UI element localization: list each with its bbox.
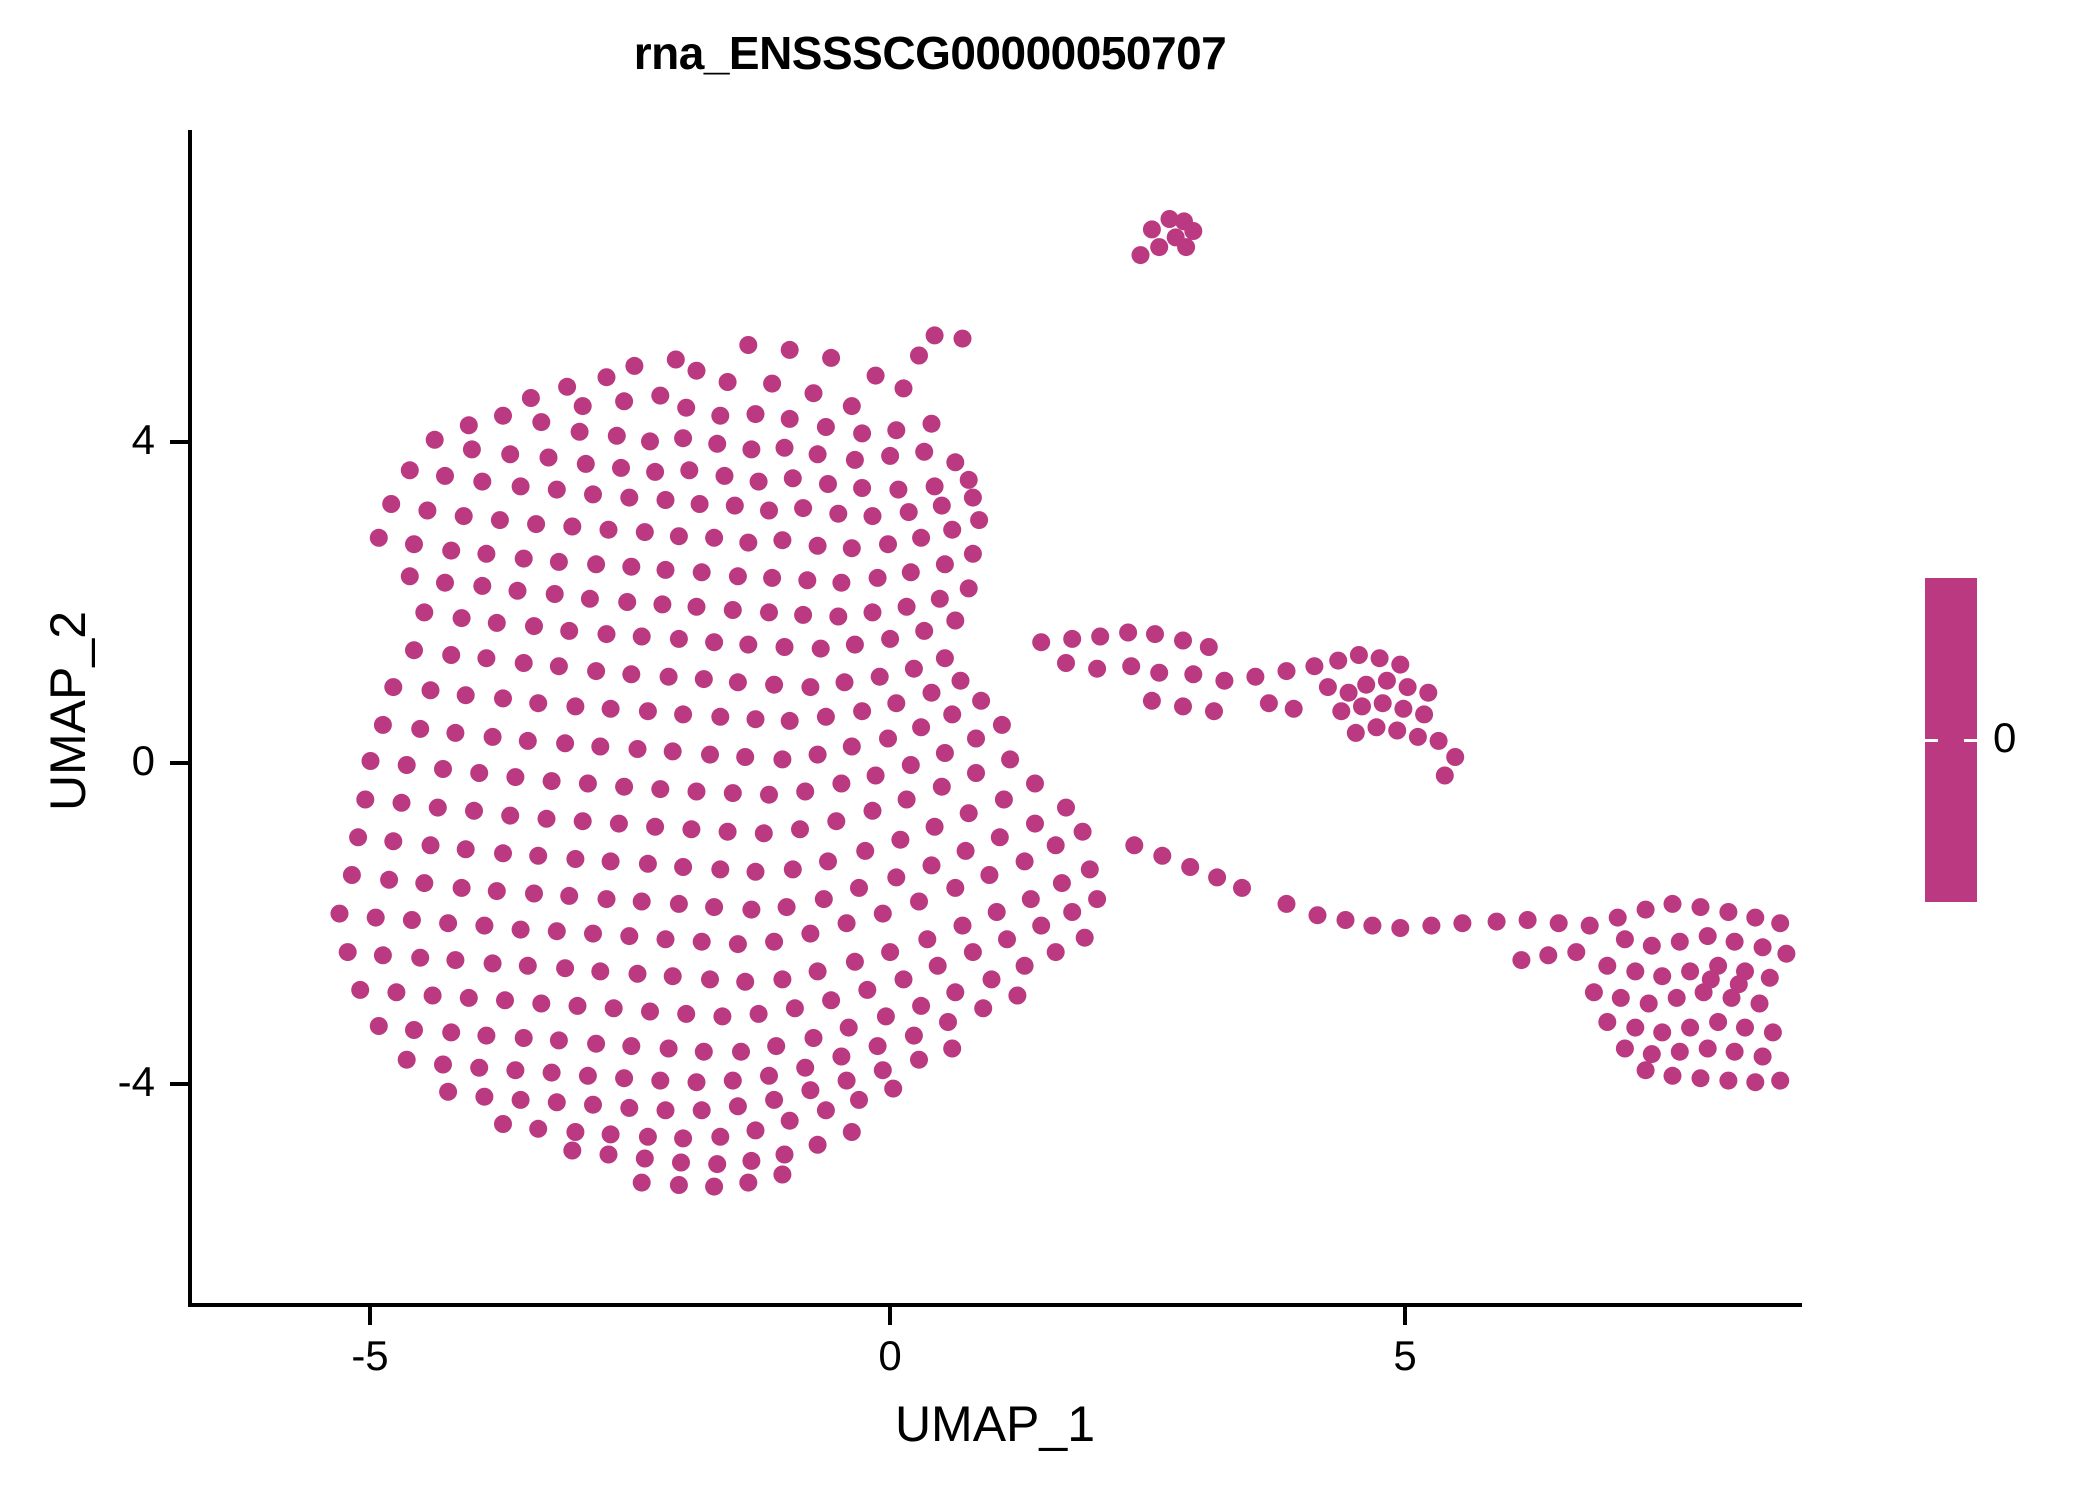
colorbar-tick-left [1925, 739, 1938, 742]
x-tick-label--5: -5 [351, 1332, 389, 1379]
plot-panel [190, 130, 1800, 1305]
x-tick-mark-5 [1403, 1307, 1407, 1325]
scatter-points-layer [330, 210, 1796, 1196]
colorbar-label-0: 0 [1993, 714, 2017, 761]
legend-colorbar: 0 [1925, 578, 2100, 902]
colorbar-tick-right [1964, 739, 1977, 742]
x-axis-title: UMAP_1 [894, 1396, 1096, 1452]
y-axis-title: UMAP_2 [40, 610, 96, 812]
x-tick-mark-0 [888, 1307, 892, 1325]
y-axis-line [188, 130, 192, 1307]
y-tick-label--4: -4 [117, 1058, 155, 1105]
y-tick-mark-0 [170, 761, 188, 765]
y-tick-label-4: 4 [131, 416, 155, 463]
y-tick-label-0: 0 [131, 737, 155, 784]
x-tick-label-5: 5 [1393, 1332, 1417, 1379]
x-tick-mark--5 [368, 1307, 372, 1325]
y-tick-mark-4 [170, 440, 188, 444]
y-tick-mark--4 [170, 1082, 188, 1086]
page-title: rna_ENSSSCG00000050707 [633, 27, 1227, 79]
x-axis-line [188, 1303, 1802, 1307]
x-tick-label-0: 0 [878, 1332, 902, 1379]
